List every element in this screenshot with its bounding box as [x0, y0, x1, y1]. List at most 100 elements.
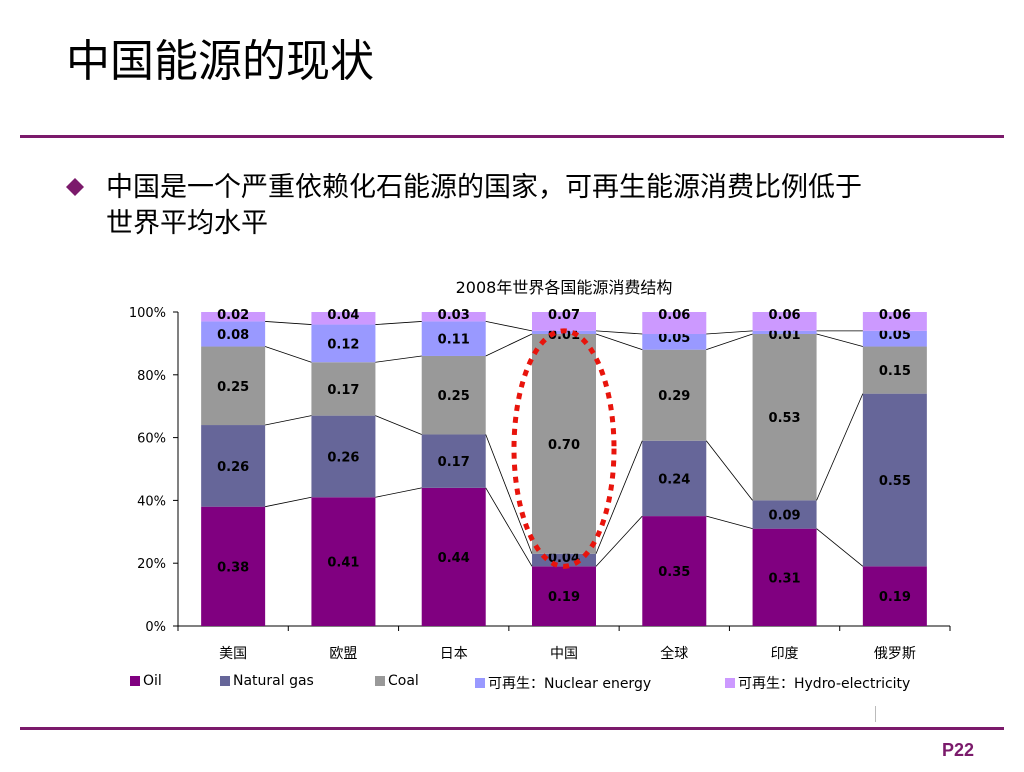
legend-item: Natural gas — [220, 673, 314, 689]
legend-label: 可再生：Hydro-electricity — [738, 676, 911, 692]
data-label: 0.03 — [438, 308, 470, 323]
data-label: 0.09 — [769, 509, 801, 524]
bar-segment — [421, 312, 486, 322]
legend-swatch — [725, 678, 735, 688]
legend-swatch — [220, 676, 230, 686]
series-line — [595, 440, 643, 554]
legend-swatch — [475, 678, 485, 688]
series-line — [595, 330, 643, 335]
legend-swatch — [375, 676, 385, 686]
data-label: 0.44 — [438, 551, 470, 566]
bar-segment — [862, 393, 927, 567]
diamond-bullet-icon — [66, 178, 84, 196]
y-tick-label: 60% — [137, 432, 166, 447]
y-tick-label: 40% — [137, 494, 166, 509]
series-line — [265, 415, 312, 426]
bar-segment — [752, 333, 817, 501]
data-label: 0.55 — [879, 474, 911, 489]
data-label: 0.11 — [438, 333, 470, 348]
series-line — [485, 434, 533, 554]
data-label: 0.02 — [217, 308, 249, 323]
legend-label: 可再生：Nuclear energy — [488, 676, 652, 692]
data-label: 0.26 — [327, 450, 359, 465]
series-line — [265, 321, 312, 325]
footer-rule — [20, 727, 1004, 730]
series-line — [265, 346, 312, 363]
series-line — [816, 528, 864, 567]
data-label: 0.04 — [548, 551, 580, 566]
data-label: 0.06 — [658, 308, 690, 323]
series-line — [816, 393, 864, 501]
series-line — [706, 333, 753, 351]
bullet-row: 中国是一个严重依赖化石能源的国家，可再生能源消费比例低于世界平均水平 — [66, 170, 886, 241]
bar-segment — [311, 362, 376, 416]
bar-segment — [201, 506, 266, 626]
y-tick-label: 100% — [129, 306, 166, 321]
bar-segment — [642, 312, 707, 334]
bar-segment — [752, 500, 817, 529]
bar-segment — [752, 528, 817, 626]
y-tick-label: 20% — [137, 557, 166, 572]
title-rule — [20, 135, 1004, 138]
data-label: 0.08 — [217, 328, 249, 343]
bar-segment — [311, 312, 376, 325]
legend-item: Coal — [375, 673, 419, 689]
x-category-label: 印度 — [771, 646, 799, 662]
footer-mark — [875, 706, 876, 722]
data-label: 0.38 — [217, 560, 249, 575]
bar-segment — [642, 516, 707, 626]
chart-legend: Oil Natural gas Coal 可再生：Nuclear energy 可再生：… — [130, 673, 950, 695]
series-line — [375, 321, 422, 325]
data-label: 0.41 — [327, 556, 359, 571]
x-category-label: 全球 — [660, 645, 688, 662]
data-label: 0.25 — [438, 389, 470, 404]
bar-segment — [421, 487, 486, 626]
bar-segment — [862, 330, 927, 347]
bar-segment — [532, 333, 596, 554]
bar-segment — [201, 321, 266, 347]
bar-segment — [862, 566, 927, 626]
x-category-label: 美国 — [219, 646, 247, 662]
page-number: P22 — [941, 740, 974, 760]
legend-label: Natural gas — [233, 673, 314, 689]
series-line — [485, 333, 533, 357]
data-label: 0.19 — [548, 590, 580, 605]
data-label: 0.29 — [658, 389, 690, 404]
data-label: 0.53 — [769, 411, 801, 426]
series-line — [375, 415, 422, 435]
bar-segment — [311, 497, 376, 626]
bar-segment — [752, 312, 817, 331]
bar-segment — [862, 346, 927, 394]
series-line — [595, 515, 643, 567]
data-label: 0.19 — [879, 590, 911, 605]
bar-segment — [642, 440, 707, 517]
bar-segment — [201, 312, 266, 322]
series-line — [375, 487, 422, 498]
bar-segment — [201, 425, 266, 507]
series-line — [706, 515, 753, 530]
data-label: 0.70 — [548, 438, 580, 453]
data-label: 0.01 — [769, 328, 801, 343]
bar-segment — [311, 324, 376, 363]
page-title: 中国能源的现状 — [66, 36, 374, 87]
highlight-ellipse — [511, 328, 617, 569]
bar-segment — [421, 434, 486, 488]
y-tick-label: 80% — [137, 369, 166, 384]
x-category-label: 俄罗斯 — [874, 646, 916, 662]
legend-label: Oil — [143, 673, 162, 689]
data-label: 0.17 — [438, 455, 470, 470]
legend-item: 可再生：Hydro-electricity — [725, 673, 910, 693]
legend-swatch — [130, 676, 140, 686]
data-label: 0.01 — [548, 328, 580, 343]
data-label: 0.31 — [769, 571, 801, 586]
series-line — [265, 496, 312, 508]
bar-segment — [642, 349, 707, 441]
bar-segment — [311, 415, 376, 498]
data-label: 0.06 — [769, 308, 801, 323]
series-line — [706, 330, 753, 335]
data-label: 0.17 — [327, 383, 359, 398]
legend-label: Coal — [388, 673, 419, 689]
series-line — [485, 321, 533, 332]
data-label: 0.15 — [879, 364, 911, 379]
series-line — [375, 355, 422, 363]
